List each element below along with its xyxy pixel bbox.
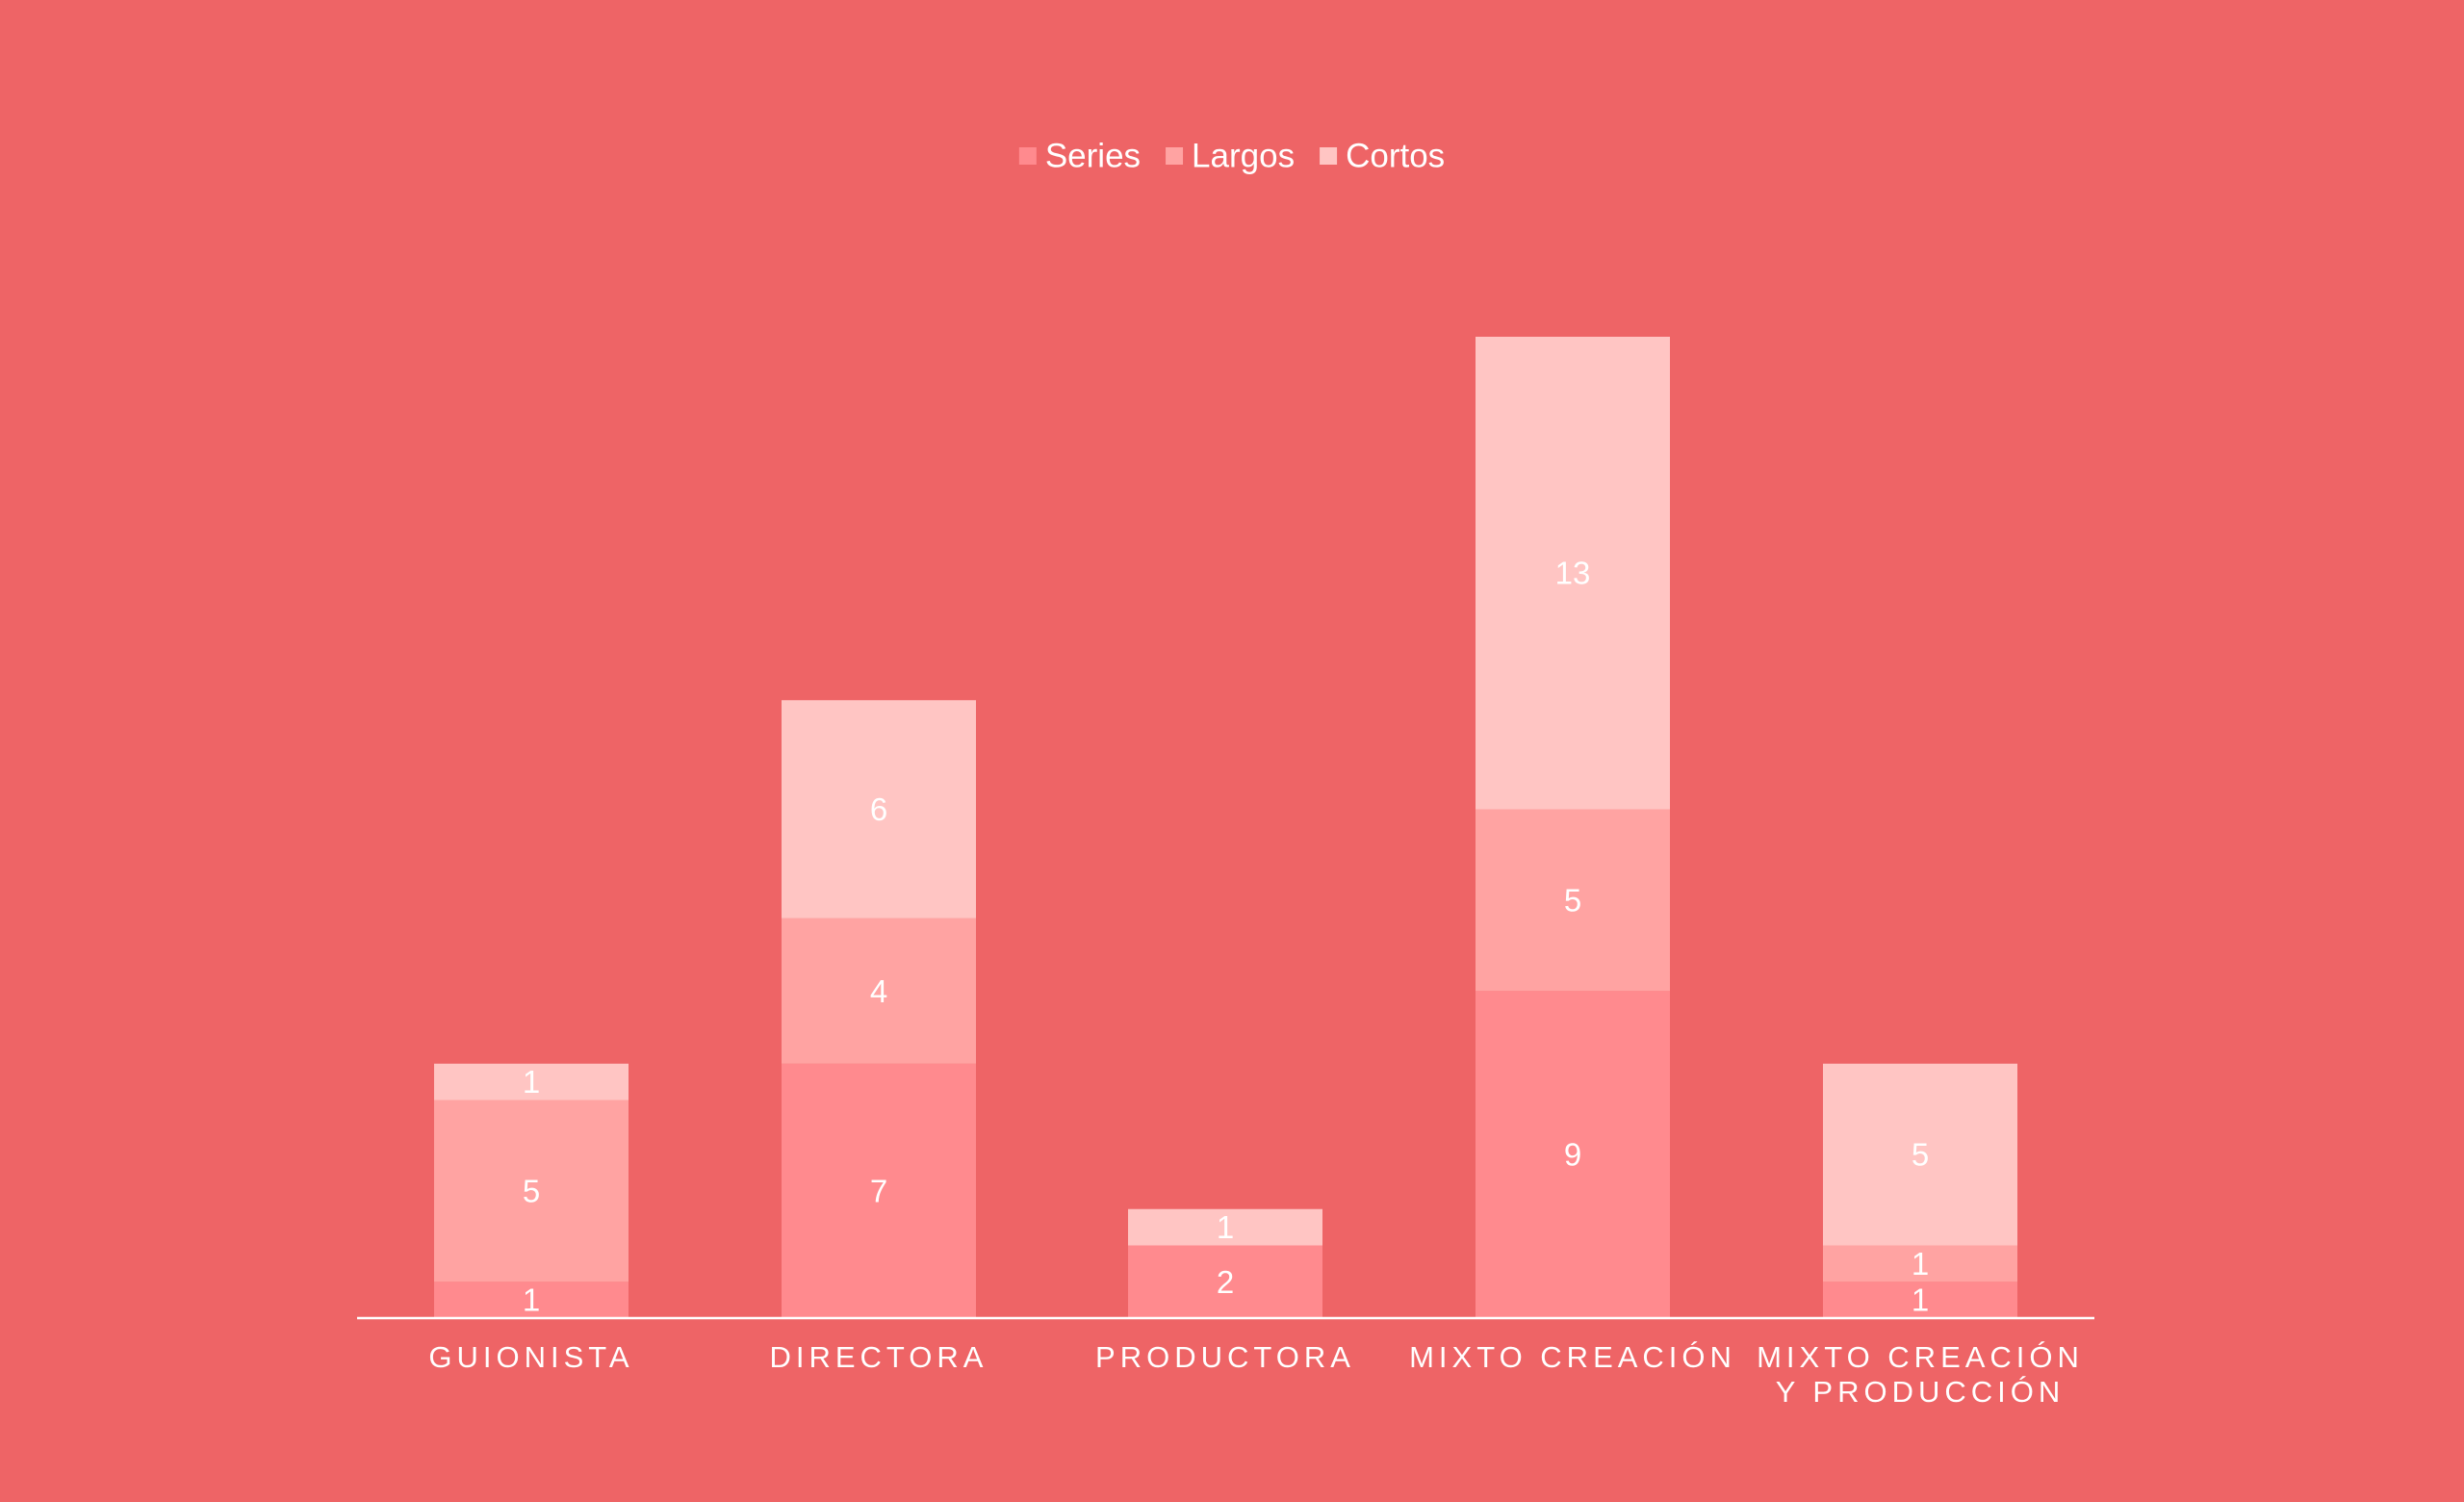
value-label: 1 bbox=[523, 1282, 540, 1318]
bar-segment-cortos-4 bbox=[1823, 1063, 2017, 1246]
chart-legend: Series Largos Cortos bbox=[1018, 138, 1445, 175]
category-label: MIXTO CREACIÓN bbox=[1757, 1340, 2084, 1374]
legend-swatch bbox=[1166, 147, 1184, 165]
value-label: 1 bbox=[1217, 1209, 1234, 1245]
category-label: GUIONISTA bbox=[428, 1340, 633, 1374]
legend-item-largos: Largos bbox=[1166, 138, 1295, 175]
category-label: MIXTO CREACIÓN bbox=[1409, 1340, 1736, 1374]
bar-segment-cortos-1 bbox=[782, 700, 976, 919]
bar-segment-series-1 bbox=[782, 1063, 976, 1318]
legend-item-series: Series bbox=[1018, 138, 1141, 175]
value-label: 4 bbox=[870, 973, 887, 1009]
bar-segment-largos-1 bbox=[782, 918, 976, 1064]
value-label: 7 bbox=[870, 1173, 887, 1208]
value-label: 1 bbox=[523, 1064, 540, 1100]
bar-segment-largos-0 bbox=[434, 1100, 629, 1282]
bar-segment-cortos-0 bbox=[434, 1063, 629, 1101]
category-label: DIRECTORA bbox=[769, 1340, 988, 1374]
bar-segment-series-2 bbox=[1128, 1245, 1322, 1318]
legend-item-cortos: Cortos bbox=[1320, 138, 1445, 175]
bar-segment-largos-3 bbox=[1476, 809, 1670, 992]
legend-swatch bbox=[1320, 147, 1338, 165]
legend-label: Cortos bbox=[1346, 138, 1445, 175]
bar-segment-series-3 bbox=[1476, 991, 1670, 1318]
bars-group bbox=[434, 336, 2017, 1318]
category-label: PRODUCTORA bbox=[1095, 1340, 1355, 1374]
value-label: 5 bbox=[1564, 882, 1581, 918]
legend-label: Largos bbox=[1192, 138, 1295, 175]
value-label: 1 bbox=[1912, 1246, 1929, 1282]
category-labels-group: GUIONISTA DIRECTORA PRODUCTORA MIXTO CREACI… bbox=[428, 1340, 2084, 1409]
value-label: 9 bbox=[1564, 1137, 1581, 1173]
bar-segment-largos-4 bbox=[1823, 1245, 2017, 1282]
bar-segment-series-4 bbox=[1823, 1282, 2017, 1318]
legend-label: Series bbox=[1045, 138, 1141, 175]
value-label: 1 bbox=[1912, 1282, 1929, 1318]
bar-segment-cortos-2 bbox=[1128, 1208, 1322, 1246]
value-label: 13 bbox=[1555, 556, 1591, 591]
category-label: Y PRODUCCIÓN bbox=[1776, 1375, 2066, 1409]
value-label: 5 bbox=[523, 1173, 540, 1208]
legend-swatch bbox=[1018, 147, 1037, 165]
value-label: 2 bbox=[1217, 1264, 1234, 1300]
bar-segment-series-0 bbox=[434, 1282, 629, 1318]
bar-segment-cortos-3 bbox=[1476, 336, 1670, 810]
value-label: 6 bbox=[870, 791, 887, 827]
value-label: 5 bbox=[1912, 1137, 1929, 1173]
